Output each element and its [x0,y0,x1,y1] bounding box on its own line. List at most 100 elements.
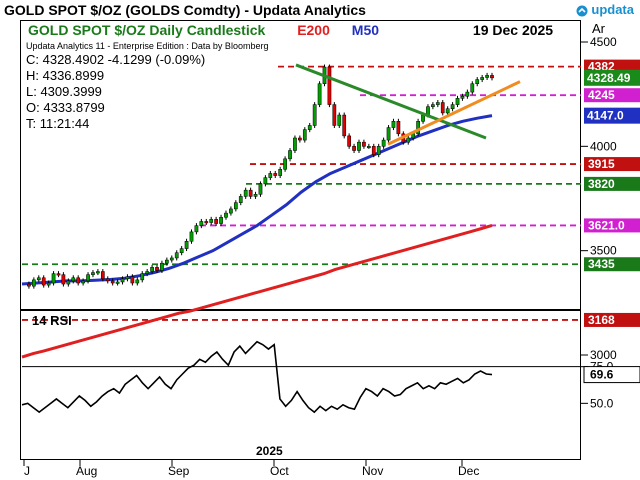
candle-body [155,267,159,271]
candle-body [431,104,435,107]
candle-body [347,135,351,147]
candle-body [41,277,46,286]
candle-body [150,267,154,272]
price-level-tag [584,257,640,272]
candle-body [115,281,120,284]
candle-body [391,121,396,128]
candle-body [376,146,381,155]
candle-body [105,278,110,282]
candle-body [125,276,130,280]
candle-body [396,121,401,135]
chart-date: 19 Dec 2025 [472,22,554,38]
candle-body [450,104,455,110]
updata-logo-icon [576,5,588,17]
candle-body [120,278,125,283]
price-level-tag [584,218,640,233]
rsi-current-tag [583,366,640,384]
candle-body [100,271,105,280]
candle-body [224,212,228,218]
candle-body [61,274,66,285]
candle-body [96,271,100,274]
candle-body [362,141,366,147]
price-level-tag-label: 3168 [588,313,615,327]
rsi-tick-label: 50.0 [590,396,614,410]
window-title-bar: GOLD SPOT $/OZ (GOLDS Comdty) - Updata A… [0,0,640,20]
candle-body [32,279,36,287]
chart-subtitle: GOLD SPOT $/OZ Daily Candlestick [28,22,266,38]
candle-body [135,279,140,284]
price-level-tag [584,88,640,103]
price-level-tag-label: 3915 [588,157,615,171]
candle-body [278,169,283,176]
candle-body [307,125,312,130]
ema200-legend: E200 [297,22,330,38]
price-level-tag [584,176,640,191]
price-level-tag-label: 3435 [588,257,615,271]
candle-body [386,127,391,141]
rsi-title: 14 RSI [32,313,72,328]
candle-body [194,225,199,233]
close-value: C: 4328.4902 -4.1299 (-0.09%) [26,52,206,67]
window-title: GOLD SPOT $/OZ (GOLDS Comdty) - Updata A… [4,2,366,18]
candle-body [337,114,342,126]
candle-body [470,83,475,93]
rsi-panel[interactable] [20,310,581,460]
time-value: T: 11:21:44 [26,116,90,131]
candle-body [174,252,179,259]
ma50-price-tag-label: 4147.0 [587,109,624,123]
candle-body [71,277,76,282]
candle-body [204,221,209,224]
ma50-line [21,114,493,286]
candle-body [460,96,465,99]
candle-body [263,177,268,185]
candle-body [258,183,263,195]
candle-body [312,104,317,126]
last-price-tag-label: 4328.49 [587,71,631,85]
candle-body [189,231,194,242]
candle-body [214,219,218,224]
downtrend-line [295,63,487,140]
x-tick-label: J [24,464,30,478]
candle-body [248,189,253,197]
candle-body [317,83,322,105]
candle-body [140,273,145,281]
price-level-tag-label: 4245 [588,88,615,102]
x-tick-label: Oct [270,464,289,478]
candle-body [435,102,440,105]
candle-body [66,280,71,285]
candle-body [327,66,332,105]
candle-body [233,202,238,210]
x-tick-label: Nov [362,464,383,478]
candle-body [91,272,95,275]
price-level-tag-label: 3820 [588,177,615,191]
candle-body [27,283,31,287]
ohlc-info: Updata Analytics 11 - Enterprise Edition… [26,40,268,132]
candle-body [293,137,297,151]
edition-text: Updata Analytics 11 - Enterprise Edition… [26,41,269,51]
candle-body [160,262,164,271]
candle-body [130,276,135,284]
candle-body [480,77,484,80]
candle-body [273,173,278,176]
updata-logo: updata [576,0,634,20]
candle-body [490,75,494,79]
last-price-tag [584,69,640,86]
candle-body [76,277,81,284]
candle-body [51,273,56,284]
x-tick-label: Aug [76,464,97,478]
candle-body [184,241,189,249]
candle-body [283,158,287,170]
rsi-current-tag-label: 69.6 [590,368,614,382]
candle-body [268,173,273,178]
high-value: H: 4336.8999 [26,68,105,83]
x-tick-label: Sep [168,464,190,478]
candle-body [46,282,51,286]
updata-logo-text: updata [591,2,634,17]
candle-body [381,139,386,147]
candle-body [238,196,243,203]
candle-body [145,271,150,274]
candle-body [209,219,214,223]
candle-body [485,75,489,78]
candle-body [169,257,174,261]
